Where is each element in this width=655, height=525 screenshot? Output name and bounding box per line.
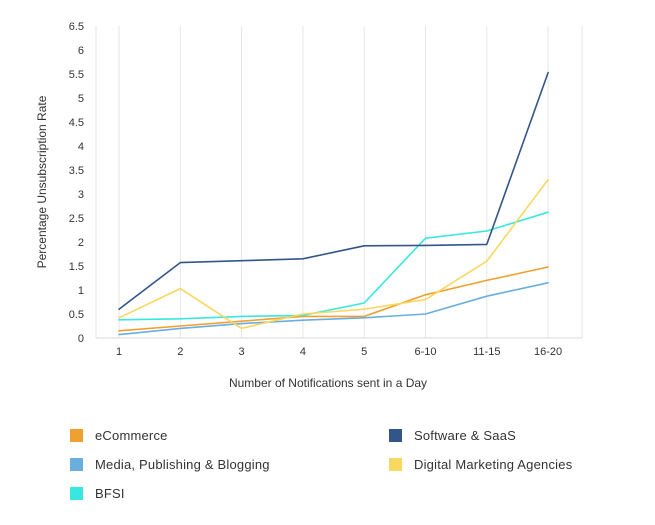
series-line-bfsi: [118, 211, 549, 321]
y-axis-title: Percentage Unsubscription Rate: [35, 95, 49, 268]
y-tick-labels: 0 0.5 1 1.5 2 2.5 3 3.5 4 4.5 5 5.5 6 6.5: [69, 21, 84, 345]
x-tick-label-2: 3: [239, 346, 245, 358]
series-line-media-publishing-blogging: [118, 281, 549, 336]
x-tick-label-0: 1: [116, 346, 122, 358]
y-tick-label-2: 1: [78, 285, 84, 297]
series-lines: [118, 71, 549, 336]
y-tick-label-8: 4: [78, 141, 84, 153]
y-tick-label-10: 5: [78, 93, 84, 105]
series-line-digital-marketing-agencies: [118, 178, 549, 330]
y-tick-label-4: 2: [78, 237, 84, 249]
series-line-software-saas: [118, 71, 549, 311]
x-tick-labels: 1 2 3 4 5 6-10 11-15 16-20: [116, 346, 562, 358]
series-line-ecommerce: [118, 266, 549, 332]
x-tick-label-7: 16-20: [534, 346, 562, 358]
y-tick-label-3: 1.5: [69, 261, 84, 273]
x-tick-label-4: 5: [361, 346, 367, 358]
y-tick-label-13: 6.5: [69, 21, 84, 33]
y-tick-label-1: 0.5: [69, 309, 84, 321]
x-tick-label-5: 6-10: [414, 346, 436, 358]
x-tick-label-1: 2: [177, 346, 183, 358]
y-tick-label-9: 4.5: [69, 117, 84, 129]
y-tick-label-12: 6: [78, 45, 84, 57]
y-tick-label-0: 0: [78, 333, 84, 345]
x-axis-title: Number of Notifications sent in a Day: [229, 376, 427, 390]
gridlines: [95, 26, 583, 338]
y-tick-label-11: 5.5: [69, 69, 84, 81]
y-tick-label-7: 3.5: [69, 165, 84, 177]
x-tick-label-6: 11-15: [473, 346, 500, 358]
y-tick-label-6: 3: [78, 189, 84, 201]
y-tick-label-5: 2.5: [69, 213, 84, 225]
x-tick-label-3: 4: [300, 346, 306, 358]
